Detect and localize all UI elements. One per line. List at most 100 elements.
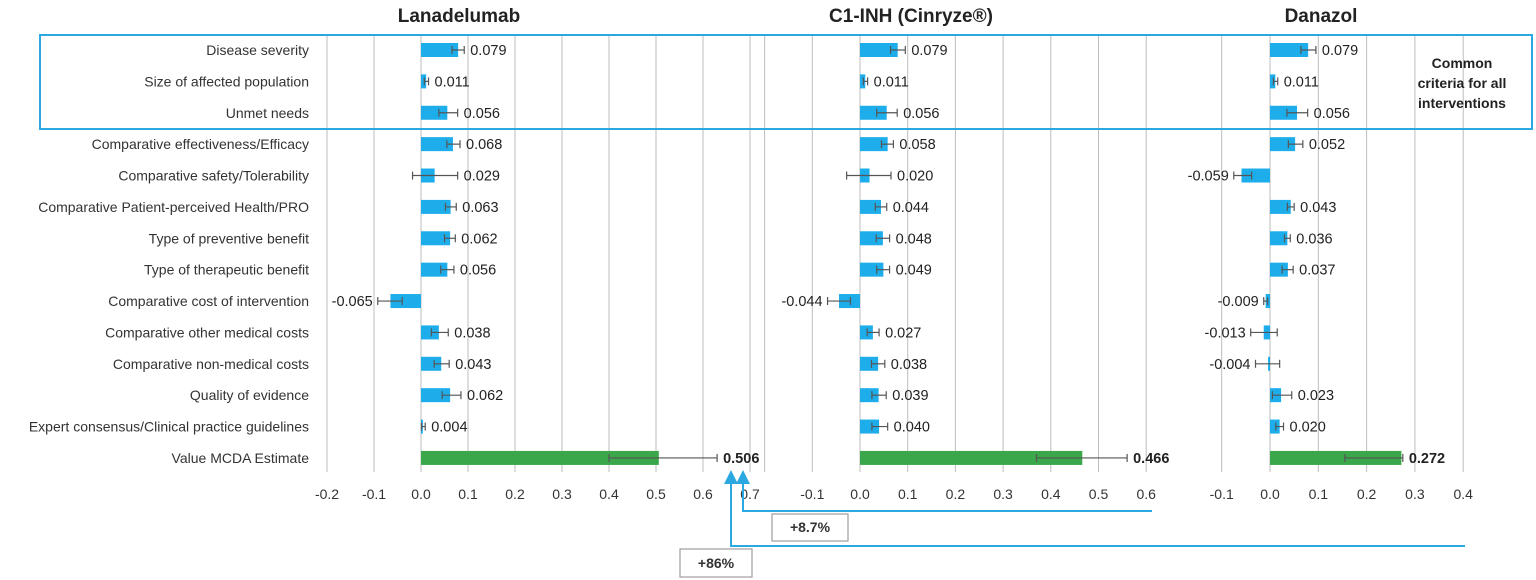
error-bar <box>871 391 887 400</box>
error-bar <box>441 391 462 400</box>
bar <box>1270 419 1280 434</box>
bar <box>1270 105 1298 120</box>
criterion-label-unmet-needs: Unmet needs <box>226 105 309 121</box>
annotation-c1inh-vs-lanadelumab <box>736 470 1152 512</box>
bar <box>860 262 884 277</box>
annotation-percent-danazol: +86% <box>698 555 735 571</box>
error-bar <box>862 77 869 86</box>
data-label: 0.052 <box>1309 137 1345 153</box>
error-bar <box>1254 359 1281 368</box>
data-label: 0.043 <box>1300 200 1336 216</box>
x-tick-label: 0.1 <box>458 486 478 502</box>
data-label: 0.056 <box>464 106 500 122</box>
error-bar <box>444 202 457 211</box>
bar <box>860 43 898 57</box>
criterion-label-expert-consensus-clinical-practice-guidelines: Expert consensus/Clinical practice guide… <box>29 419 309 435</box>
error-bar <box>608 453 718 462</box>
data-label: 0.004 <box>431 420 467 436</box>
error-bar <box>889 46 906 54</box>
error-bar <box>1287 140 1304 149</box>
criterion-label-comparative-other-medical-costs: Comparative other medical costs <box>105 324 309 340</box>
x-tick-label: 0.4 <box>1453 486 1473 502</box>
data-label: 0.011 <box>1284 74 1319 90</box>
x-tick-label: 0.2 <box>505 486 525 502</box>
data-label: 0.040 <box>894 420 930 436</box>
x-tick-label: 0.2 <box>1357 486 1377 502</box>
x-tick-label: 0.5 <box>1089 486 1109 502</box>
x-tick-label: 0.3 <box>1405 486 1425 502</box>
data-label: 0.079 <box>911 43 947 59</box>
data-label: 0.043 <box>455 357 491 373</box>
bar <box>1270 43 1309 57</box>
data-label: -0.044 <box>781 294 822 310</box>
x-tick-label: 0.3 <box>552 486 572 502</box>
data-label: -0.009 <box>1218 294 1259 310</box>
panel-title-c1-inh-cinryze: C1-INH (Cinryze®) <box>829 6 993 27</box>
criterion-label-comparative-cost-of-intervention: Comparative cost of intervention <box>108 293 309 309</box>
bar <box>860 105 887 120</box>
annotation-danazol-vs-lanadelumab <box>724 470 1465 547</box>
data-label: 0.056 <box>460 263 496 279</box>
data-label: -0.013 <box>1205 325 1246 341</box>
estimate-bar <box>860 450 1083 465</box>
bar <box>1270 74 1276 89</box>
criterion-label-size-of-affected-population: Size of affected population <box>144 73 309 89</box>
annotation-percent-c1inh: +8.7% <box>790 519 831 535</box>
error-bar <box>440 265 455 274</box>
data-label: 0.027 <box>885 325 921 341</box>
x-tick-label: -0.1 <box>800 486 824 502</box>
data-label: 0.062 <box>467 388 503 404</box>
x-tick-label: -0.2 <box>315 486 339 502</box>
x-tick-label: 0.6 <box>1136 486 1156 502</box>
data-label: 0.506 <box>723 451 759 467</box>
error-bar <box>377 297 403 306</box>
error-bar <box>846 171 892 180</box>
x-tick-label: -0.1 <box>1210 486 1234 502</box>
data-label: 0.063 <box>462 200 498 216</box>
error-bar <box>876 108 898 117</box>
data-label: 0.036 <box>1296 231 1332 247</box>
error-bar <box>1300 46 1317 54</box>
data-label: 0.037 <box>1299 263 1335 279</box>
criterion-label-type-of-therapeutic-benefit: Type of therapeutic benefit <box>144 262 309 278</box>
bar <box>421 325 439 340</box>
bar <box>1270 262 1288 277</box>
error-bar <box>1250 328 1278 337</box>
bar <box>1241 168 1270 183</box>
data-label: 0.039 <box>892 388 928 404</box>
error-bar <box>871 422 889 431</box>
estimate-bar <box>421 450 659 465</box>
data-label: 0.272 <box>1409 451 1445 467</box>
bar <box>860 325 873 340</box>
error-bar <box>1275 422 1285 431</box>
data-label: 0.029 <box>464 169 500 185</box>
x-tick-label: 0.4 <box>1041 486 1061 502</box>
error-bar <box>433 359 450 368</box>
error-bar <box>1263 297 1269 306</box>
bar <box>421 199 451 214</box>
common-criteria-label: Common <box>1432 55 1493 71</box>
panel-title-lanadelumab: Lanadelumab <box>398 6 520 27</box>
bar <box>860 231 883 246</box>
x-tick-label: 0.0 <box>1260 486 1280 502</box>
data-label: 0.058 <box>899 137 935 153</box>
error-bar <box>1286 108 1309 117</box>
panel-lanadelumab: -0.2 -0.1 0.0 0.1 0.2 0.3 0.4 0.5 0.6 0.70.0790.0… <box>315 36 760 502</box>
x-tick-label: 0.0 <box>850 486 870 502</box>
data-label: 0.062 <box>461 231 497 247</box>
bar <box>421 74 427 89</box>
criterion-label-comparative-non-medical-costs: Comparative non-medical costs <box>113 356 309 372</box>
annotation-box <box>679 548 753 578</box>
data-label: 0.056 <box>903 106 939 122</box>
data-label: 0.079 <box>470 43 506 59</box>
x-tick-label: 0.7 <box>740 486 760 502</box>
data-label: 0.038 <box>454 325 490 341</box>
criterion-label-comparative-patient-perceived-health-pro: Comparative Patient-perceived Health/PRO <box>38 199 309 215</box>
bar <box>860 419 880 434</box>
error-bar <box>1344 453 1404 462</box>
data-label: 0.079 <box>1322 43 1358 59</box>
x-tick-label: 0.4 <box>599 486 619 502</box>
error-bar <box>1281 265 1294 274</box>
data-label: -0.065 <box>332 294 373 310</box>
